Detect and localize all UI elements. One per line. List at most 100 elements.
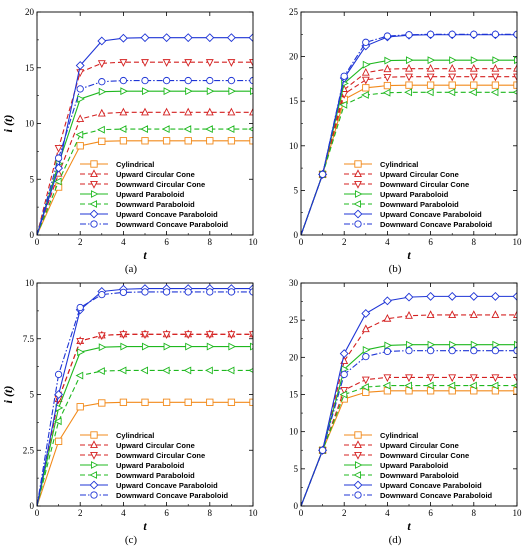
legend-entry: Downward Paraboloid: [116, 471, 195, 480]
x-tick-label: 6: [164, 237, 169, 247]
data-point: [183, 125, 192, 134]
data-point: [54, 154, 63, 162]
data-point: [361, 324, 370, 333]
legend-entry: Upward Concave Paraboloid: [380, 210, 482, 219]
series-3: [301, 73, 517, 235]
legend-marker: [353, 480, 363, 490]
legend-marker: [89, 209, 99, 219]
data-point: [382, 381, 391, 390]
series-line: [301, 68, 517, 235]
data-point: [449, 340, 457, 349]
data-point: [383, 32, 392, 40]
series-4: [301, 340, 517, 506]
y-tick-label: 7.5: [23, 334, 35, 344]
data-point: [426, 374, 435, 383]
x-tick-label: 8: [208, 508, 213, 518]
data-point: [362, 38, 370, 46]
data-point: [469, 310, 478, 318]
data-point: [249, 76, 253, 85]
series-4: [37, 87, 253, 235]
legend-marker: [353, 471, 362, 479]
data-point: [206, 342, 215, 351]
x-tick-label: 4: [121, 508, 126, 518]
data-point: [249, 87, 253, 96]
data-point: [339, 100, 348, 109]
legend-marker: [90, 180, 98, 189]
data-point: [470, 346, 478, 355]
data-point: [119, 59, 128, 67]
data-point: [77, 95, 85, 103]
data-point: [184, 288, 192, 296]
data-point: [97, 36, 107, 46]
data-point: [119, 331, 128, 339]
legend-entry: Upward Circular Cone: [380, 441, 459, 450]
data-point: [76, 142, 84, 150]
data-point: [384, 56, 393, 65]
data-point: [205, 366, 213, 375]
y-tick-label: 15: [289, 96, 299, 106]
data-point: [97, 60, 106, 68]
y-tick-label: 0: [294, 230, 299, 240]
legend-marker: [354, 431, 362, 439]
data-point: [183, 366, 192, 375]
legend-marker: [354, 440, 362, 449]
series-7: [37, 76, 253, 235]
data-point: [183, 33, 193, 43]
data-point: [54, 437, 63, 445]
data-point: [490, 88, 499, 97]
x-tick-label: 2: [78, 237, 83, 247]
legend-entry: Upward Paraboloid: [116, 190, 185, 199]
data-point: [98, 78, 106, 86]
y-tick-label: 20: [289, 52, 299, 62]
legend-entry: Downward Concave Paraboloid: [380, 491, 493, 500]
data-point: [405, 56, 414, 65]
panel-label: (d): [389, 534, 402, 546]
legend-marker: [354, 451, 362, 460]
data-point: [339, 349, 349, 359]
x-tick-label: 2: [342, 237, 347, 247]
data-point: [469, 88, 477, 97]
data-point: [162, 76, 171, 85]
data-point: [119, 288, 128, 297]
plot-frame: [36, 11, 254, 236]
x-axis-label: t: [143, 519, 147, 533]
legend-marker: [89, 200, 98, 208]
data-point: [162, 59, 171, 67]
data-point: [513, 56, 517, 65]
data-point: [340, 91, 349, 99]
data-point: [185, 342, 193, 351]
x-tick-label: 0: [299, 237, 304, 247]
legend-marker: [90, 431, 98, 439]
data-point: [118, 366, 127, 375]
y-tick-label: 0: [294, 501, 299, 511]
data-point: [227, 107, 236, 116]
legend-entry: Upward Circular Cone: [380, 170, 459, 179]
data-point: [513, 310, 517, 318]
legend-marker: [90, 461, 99, 469]
data-point: [205, 107, 214, 116]
series-line: [301, 33, 517, 235]
data-point: [206, 87, 215, 96]
legend-marker: [90, 169, 98, 178]
data-point: [405, 63, 413, 72]
data-point: [141, 87, 150, 96]
data-point: [118, 125, 127, 134]
data-point: [340, 72, 348, 80]
data-point: [118, 33, 128, 43]
data-point: [513, 63, 517, 72]
data-point: [206, 288, 214, 296]
data-point: [491, 30, 500, 38]
data-point: [340, 387, 349, 395]
x-axis-label: t: [407, 519, 411, 533]
data-point: [512, 89, 517, 95]
data-point: [98, 137, 106, 145]
data-point: [470, 340, 479, 349]
y-tick-label: 25: [289, 315, 299, 325]
data-point: [184, 398, 192, 406]
legend-marker: [89, 471, 98, 479]
data-point: [512, 291, 517, 301]
series-5: [37, 366, 253, 506]
data-point: [141, 137, 149, 145]
